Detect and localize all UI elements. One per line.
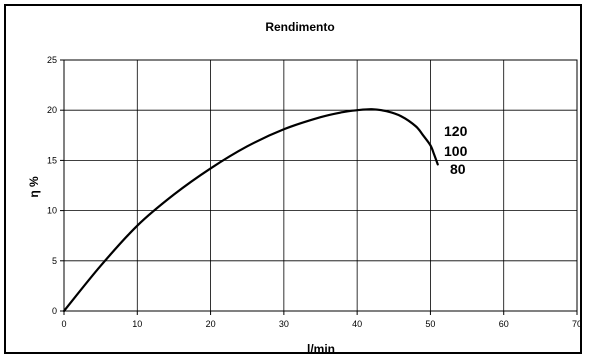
- x-tick-label: 70: [572, 319, 582, 329]
- series-line: [62, 108, 439, 313]
- y-tick-label: 0: [52, 306, 57, 316]
- annotation-80: 80: [450, 161, 466, 177]
- x-tick-label: 40: [352, 319, 362, 329]
- annotation-120: 120: [444, 123, 468, 139]
- y-axis-label: η %: [27, 176, 41, 198]
- y-tick-label: 10: [47, 206, 57, 216]
- x-axis-ticks: 0 10 20 30 40 50 60 70: [61, 311, 582, 329]
- y-tick-label: 20: [47, 105, 57, 115]
- x-tick-label: 20: [206, 319, 216, 329]
- chart-title: Rendimento: [265, 20, 334, 34]
- y-axis-ticks: 0 5 10 15 20 25: [47, 55, 64, 316]
- x-tick-label: 30: [279, 319, 289, 329]
- grid: [63, 59, 578, 312]
- plot-area: [63, 59, 578, 312]
- chart-frame: [4, 4, 582, 354]
- x-axis-label: l/min: [307, 342, 335, 356]
- x-tick-label: 0: [61, 319, 66, 329]
- x-tick-label: 10: [132, 319, 142, 329]
- x-tick-label: 50: [425, 319, 435, 329]
- y-tick-label: 5: [52, 256, 57, 266]
- y-tick-label: 15: [47, 155, 57, 165]
- y-tick-label: 25: [47, 55, 57, 65]
- x-tick-label: 60: [499, 319, 509, 329]
- annotation-100: 100: [444, 143, 468, 159]
